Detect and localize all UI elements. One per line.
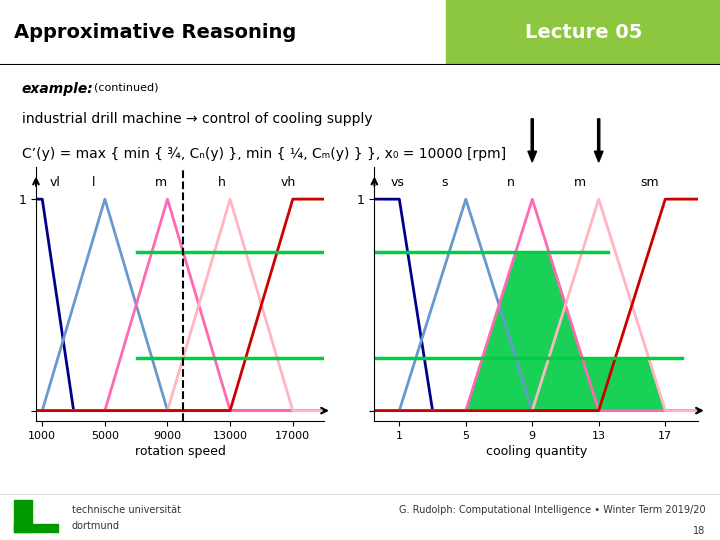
Text: industrial drill machine → control of cooling supply: industrial drill machine → control of co… — [22, 112, 372, 126]
Text: h: h — [217, 176, 225, 188]
Text: C’(y) = max { min { ¾, Cₙ(y) }, min { ¼, Cₘ(y) } }, x₀ = 10000 [rpm]: C’(y) = max { min { ¾, Cₙ(y) }, min { ¼,… — [22, 147, 505, 161]
Text: s: s — [441, 176, 447, 188]
Text: technische universität: technische universität — [72, 505, 181, 515]
Text: example:: example: — [22, 82, 94, 96]
Text: n: n — [508, 176, 516, 188]
Bar — [446, 0, 720, 65]
Text: Approximative Reasoning: Approximative Reasoning — [14, 23, 297, 42]
Text: m: m — [574, 176, 586, 188]
Bar — [0, 0, 446, 65]
Text: sm: sm — [640, 176, 659, 188]
Text: 18: 18 — [693, 526, 706, 537]
Text: m: m — [155, 176, 167, 188]
Text: Lecture 05: Lecture 05 — [524, 23, 642, 42]
Text: vh: vh — [280, 176, 295, 188]
Text: vl: vl — [50, 176, 61, 188]
Bar — [14, 500, 32, 532]
Text: G. Rudolph: Computational Intelligence • Winter Term 2019/20: G. Rudolph: Computational Intelligence •… — [399, 505, 706, 515]
Text: l: l — [92, 176, 96, 188]
Bar — [14, 524, 58, 532]
X-axis label: cooling quantity: cooling quantity — [486, 445, 587, 458]
X-axis label: rotation speed: rotation speed — [135, 445, 225, 458]
Text: (continued): (continued) — [94, 82, 158, 92]
Text: dortmund: dortmund — [72, 521, 120, 531]
Text: vs: vs — [391, 176, 405, 188]
